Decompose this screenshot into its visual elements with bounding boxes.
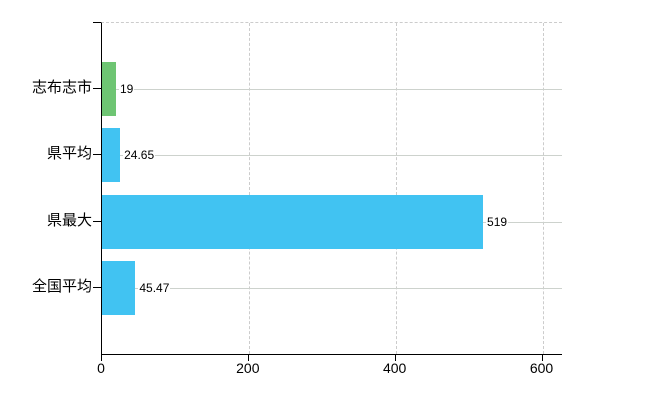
bar-全国平均: [102, 260, 136, 315]
bar-県最大: [102, 194, 484, 249]
bar-value-label: 45.47: [138, 280, 171, 295]
x-axis-tick-label: 200: [236, 360, 260, 376]
x-axis-tick: [541, 354, 543, 361]
vertical-gridline: [542, 23, 544, 354]
x-axis-tick-label: 600: [529, 360, 554, 376]
y-axis-tick: [93, 88, 101, 90]
category-label-4: 全国平均: [31, 277, 92, 295]
bar-志布志市: [102, 62, 116, 117]
category-label-1: 志布志市: [31, 79, 92, 97]
y-axis-tick: [93, 286, 101, 288]
category-label-3: 県最大: [46, 211, 92, 229]
bar-value-label: 19: [118, 82, 135, 97]
x-axis-tick: [247, 354, 249, 361]
x-axis-tick: [394, 354, 396, 361]
horizontal-gridline: [102, 155, 562, 157]
bar-value-label: 24.65: [123, 148, 156, 163]
bar-value-label: 519: [486, 214, 509, 229]
bar-県平均: [102, 128, 121, 183]
horizontal-gridline: [102, 89, 562, 91]
vertical-gridline: [248, 23, 250, 354]
plot-area: 19 24.65 519 45.47: [101, 22, 562, 355]
horizontal-gridline: [102, 287, 562, 289]
x-axis-tick: [101, 354, 102, 361]
y-axis-tick: [93, 154, 101, 156]
y-axis-tick: [93, 220, 101, 222]
x-axis-tick-label: 400: [382, 360, 407, 376]
y-axis-top-tick: [93, 22, 101, 23]
x-axis-tick-label: 0: [97, 360, 105, 376]
vertical-gridline: [395, 23, 397, 354]
category-label-2: 県平均: [46, 145, 92, 163]
